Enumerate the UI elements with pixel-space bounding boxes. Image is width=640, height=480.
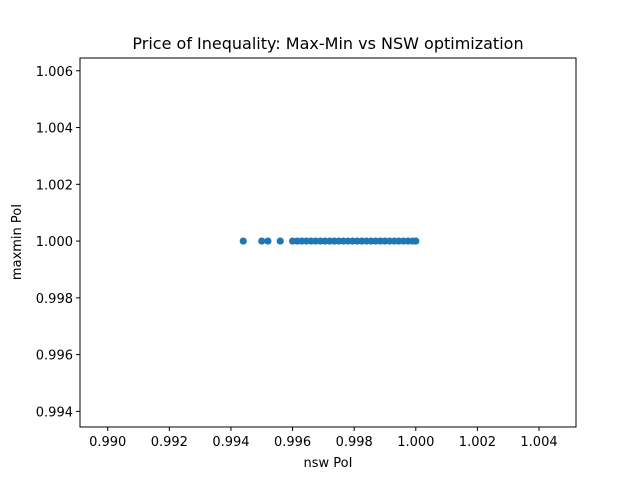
chart-title: Price of Inequality: Max-Min vs NSW opti…: [132, 34, 523, 53]
y-tick-label: 1.002: [36, 178, 73, 193]
data-point: [239, 237, 247, 245]
data-point: [276, 237, 284, 245]
y-axis-label: maxmin PoI: [10, 204, 25, 280]
tick-layer: 0.990 0.992 0.994 0.996 0.998 1.000 1.002 1.004…: [36, 65, 558, 450]
x-tick-label: 0.992: [151, 435, 188, 450]
data-point: [412, 237, 420, 245]
y-tick-label: 0.998: [36, 292, 73, 307]
x-axis-label: nsw PoI: [304, 456, 353, 471]
x-tick-label: 0.998: [336, 435, 373, 450]
y-tick-label: 1.000: [36, 235, 73, 250]
y-tick-label: 1.004: [36, 122, 73, 137]
x-tick-label: 1.000: [397, 435, 434, 450]
data-point: [258, 237, 266, 245]
y-tick-label: 0.996: [36, 349, 73, 364]
y-tick-label: 1.006: [36, 65, 73, 80]
y-tick-label: 0.994: [36, 405, 73, 420]
points-layer: [239, 237, 420, 245]
axes-frame: [79, 57, 577, 428]
x-tick-label: 0.994: [212, 435, 249, 450]
x-tick-label: 1.002: [459, 435, 496, 450]
x-tick-label: 0.990: [89, 435, 126, 450]
x-tick-label: 0.996: [274, 435, 311, 450]
x-tick-label: 1.004: [520, 435, 557, 450]
data-point: [264, 237, 272, 245]
